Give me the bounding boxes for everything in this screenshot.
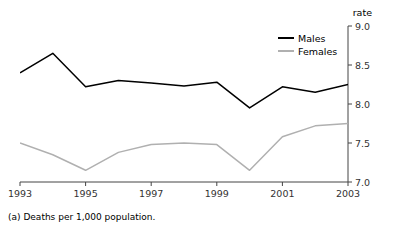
- y-tick: [348, 182, 352, 183]
- legend-swatch: [278, 37, 294, 39]
- x-tick: [20, 182, 21, 186]
- legend-label: Males: [298, 33, 326, 44]
- x-tick: [282, 182, 283, 186]
- x-axis-line: [20, 182, 348, 183]
- footnote: (a) Deaths per 1,000 population.: [8, 212, 155, 222]
- x-tick: [348, 182, 349, 186]
- x-tick-label: 1995: [74, 188, 98, 199]
- y-tick-label: 7.5: [355, 138, 370, 149]
- x-tick-label: 1997: [139, 188, 163, 199]
- x-tick: [151, 182, 152, 186]
- series-line: [20, 53, 348, 108]
- y-axis-label: rate: [353, 7, 372, 18]
- x-tick-label: 2001: [270, 188, 294, 199]
- y-tick: [348, 104, 352, 105]
- y-tick-label: 8.0: [355, 99, 370, 110]
- y-tick: [348, 26, 352, 27]
- y-tick: [348, 65, 352, 66]
- x-tick-label: 1999: [205, 188, 229, 199]
- legend-label: Females: [298, 46, 337, 57]
- chart: 1993 1995 1997 1999 2001 20037.0 7.5 8.0 8.5 9.0 r…: [0, 0, 397, 227]
- y-tick-label: 8.5: [355, 60, 370, 71]
- x-tick-label: 2003: [336, 188, 360, 199]
- series-line: [20, 124, 348, 171]
- x-tick: [85, 182, 86, 186]
- y-tick-label: 7.0: [355, 177, 370, 188]
- y-tick-label: 9.0: [355, 21, 370, 32]
- y-tick: [348, 143, 352, 144]
- legend-swatch: [278, 50, 294, 52]
- plot-area: [20, 53, 348, 170]
- x-tick-label: 1993: [8, 188, 32, 199]
- x-tick: [216, 182, 217, 186]
- legend: Males Females: [278, 33, 337, 57]
